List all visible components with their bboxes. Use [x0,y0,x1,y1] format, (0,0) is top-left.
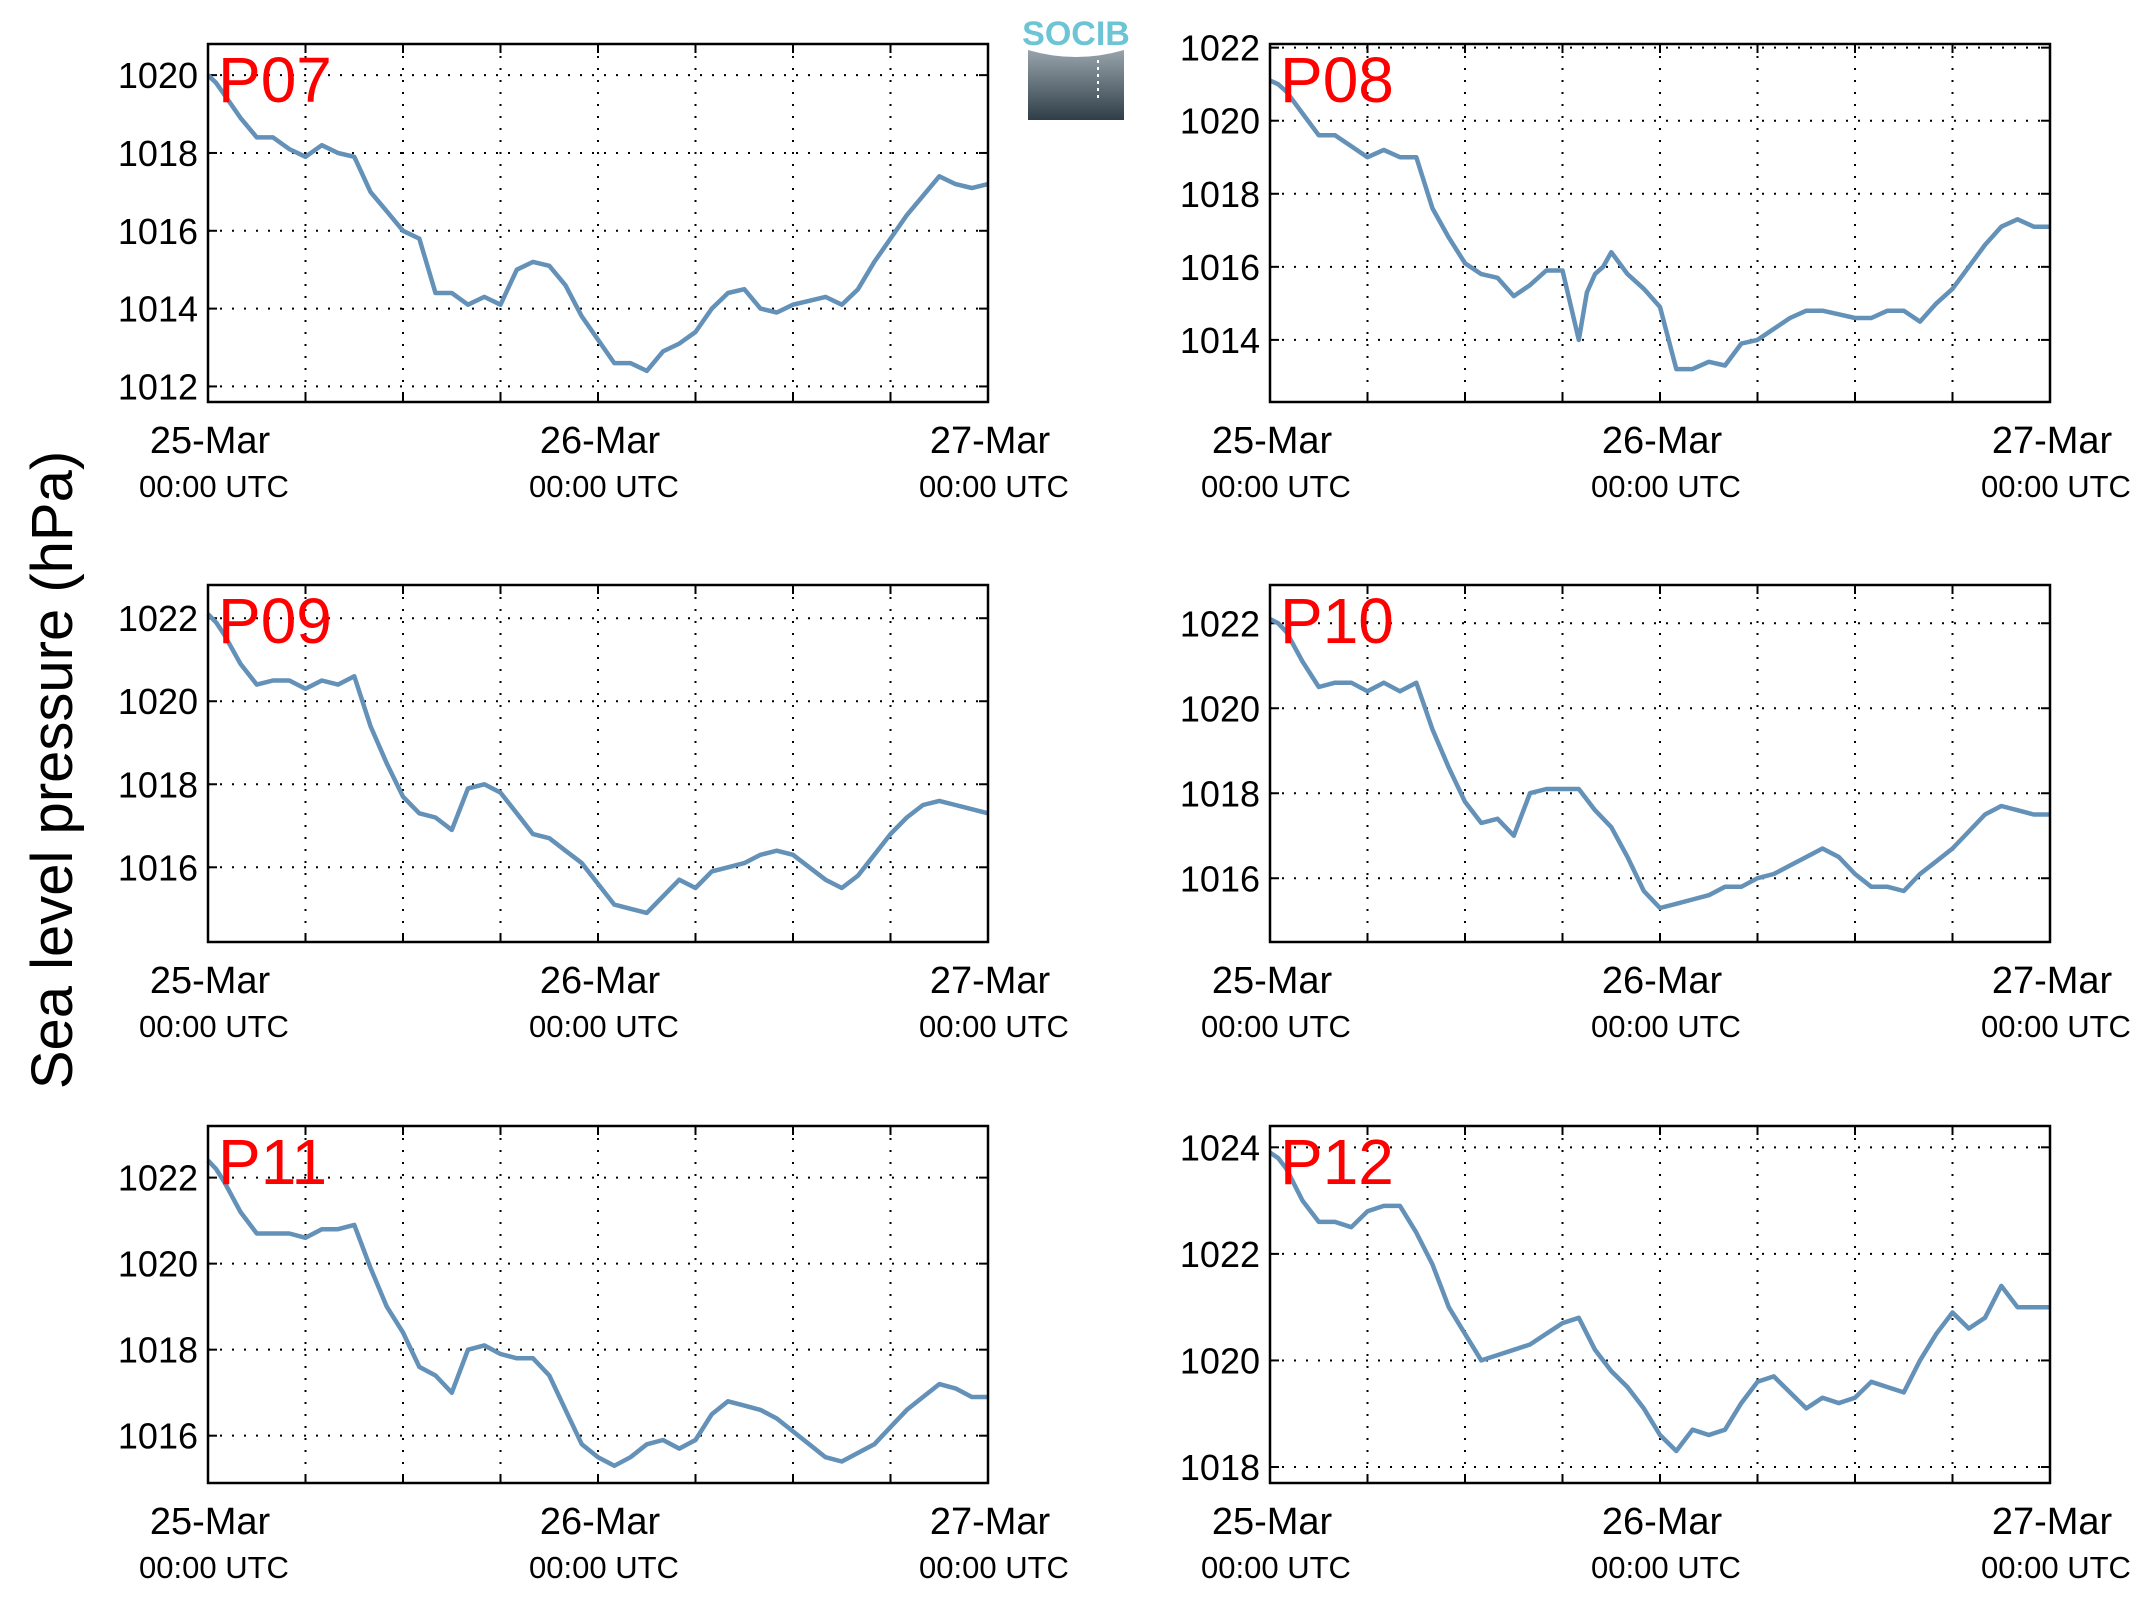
axes-frame [1268,1124,2052,1485]
pressure-series-line [206,1158,988,1469]
x-tick-date-label: 25-Mar [1212,420,1333,462]
x-tick-date-label: 26-Mar [540,420,661,462]
x-tick-date-label: 25-Mar [150,960,271,1002]
pressure-series-line [1269,78,2050,372]
pressure-series-line [206,73,989,374]
x-tick-time-label: 00:00 UTC [1201,469,1351,504]
x-tick-time-label: 00:00 UTC [139,469,289,504]
x-tick-time-label: 00:00 UTC [919,1550,1069,1585]
y-tick-label: 1020 [118,55,198,96]
y-tick-label: 1016 [1180,247,1260,288]
y-tick-label: 1022 [1180,603,1260,644]
axes-frame [206,1124,990,1485]
panel-tag-label: P07 [218,44,332,116]
panel-tag-label: P09 [218,585,332,657]
x-tick-date-label: 25-Mar [1212,1501,1333,1543]
x-tick-time-label: 00:00 UTC [1981,1550,2131,1585]
x-tick-date-label: 26-Mar [1602,1501,1723,1543]
axes-frame [206,583,990,944]
panel-tag-label: P10 [1280,585,1394,657]
y-tick-label: 1022 [118,598,198,639]
y-tick-label: 1016 [1180,858,1260,899]
panel-tag-label: P11 [218,1126,327,1198]
x-tick-time-label: 00:00 UTC [1591,1009,1741,1044]
y-tick-label: 1020 [1180,101,1260,142]
x-tick-date-label: 26-Mar [1602,960,1723,1002]
panel-tag-label: P08 [1280,44,1394,116]
axes-frame [1268,583,2052,944]
chart-panel-p09: 1016 1018 1020 1022 25-Mar 00:00 UTC 26-Mar 00:… [118,583,1069,1044]
y-tick-label: 1022 [1180,28,1260,69]
y-tick-label: 1016 [118,211,198,252]
y-tick-label: 1016 [118,847,198,888]
x-tick-time-label: 00:00 UTC [1201,1009,1351,1044]
panel-tag-label: P12 [1280,1126,1394,1198]
socib-logo: SOCIB [1022,15,1130,120]
x-tick-time-label: 00:00 UTC [529,1550,679,1585]
x-tick-date-label: 27-Mar [930,960,1051,1002]
y-tick-label: 1018 [1180,1447,1260,1488]
x-tick-time-label: 00:00 UTC [139,1550,289,1585]
y-tick-label: 1020 [118,1244,198,1285]
y-tick-label: 1022 [1180,1234,1260,1275]
axes-frame [1268,42,2052,404]
x-tick-time-label: 00:00 UTC [1981,469,2131,504]
x-tick-time-label: 00:00 UTC [1591,1550,1741,1585]
x-tick-time-label: 00:00 UTC [1591,469,1741,504]
y-tick-label: 1020 [1180,1340,1260,1381]
x-tick-date-label: 25-Mar [150,1501,271,1543]
chart-panel-p12: 1018 1020 1022 1024 25-Mar 00:00 UTC 26-Mar 00:… [1180,1124,2131,1585]
chart-panel-p11: 1016 1018 1020 1022 25-Mar 00:00 UTC 26-Mar 00:… [118,1124,1069,1585]
x-tick-date-label: 26-Mar [1602,420,1723,462]
x-tick-time-label: 00:00 UTC [529,1009,679,1044]
y-tick-label: 1018 [118,764,198,805]
x-tick-date-label: 27-Mar [1992,960,2113,1002]
x-tick-time-label: 00:00 UTC [919,469,1069,504]
x-tick-date-label: 27-Mar [930,1501,1051,1543]
chart-panel-p10: 1016 1018 1020 1022 25-Mar 00:00 UTC 26-Mar 00:… [1180,583,2131,1044]
axes-frame [206,42,990,404]
figure-y-axis-label: Sea level pressure (hPa) [20,451,85,1089]
x-tick-date-label: 26-Mar [540,960,661,1002]
x-tick-time-label: 00:00 UTC [529,469,679,504]
y-tick-label: 1018 [118,133,198,174]
x-tick-date-label: 25-Mar [1212,960,1333,1002]
x-tick-date-label: 26-Mar [540,1501,661,1543]
x-tick-time-label: 00:00 UTC [1201,1550,1351,1585]
y-tick-label: 1020 [1180,688,1260,729]
x-tick-date-label: 27-Mar [930,420,1051,462]
y-tick-label: 1018 [1180,174,1260,215]
y-tick-label: 1016 [118,1416,198,1457]
y-tick-label: 1014 [118,289,198,330]
y-tick-label: 1012 [118,366,198,407]
y-tick-label: 1014 [1180,320,1260,361]
y-tick-label: 1018 [1180,773,1260,814]
x-tick-date-label: 27-Mar [1992,1501,2113,1543]
pressure-series-line [1268,1150,2050,1454]
y-tick-label: 1024 [1180,1127,1260,1168]
y-tick-label: 1018 [118,1330,198,1371]
pressure-series-line [206,612,989,916]
socib-logo-text: SOCIB [1022,15,1130,53]
y-tick-label: 1022 [118,1158,198,1199]
y-tick-label: 1020 [118,681,198,722]
x-tick-date-label: 25-Mar [150,420,271,462]
x-tick-time-label: 00:00 UTC [139,1009,289,1044]
chart-panel-p08: 1014 1016 1018 1020 1022 25-Mar 00:00 UTC 26-Ma… [1180,28,2131,504]
chart-panel-p07: 1012 1014 1016 1018 1020 25-Mar 00:00 UTC 26-Ma… [118,42,1069,504]
x-tick-time-label: 00:00 UTC [1981,1009,2131,1044]
x-tick-time-label: 00:00 UTC [919,1009,1069,1044]
x-tick-date-label: 27-Mar [1992,420,2113,462]
pressure-series-line [1268,617,2050,911]
